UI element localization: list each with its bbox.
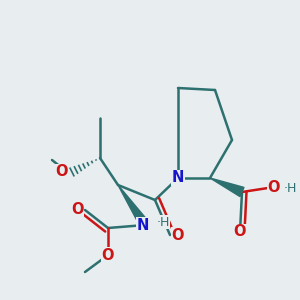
Text: N: N <box>172 170 184 185</box>
Text: N: N <box>137 218 149 232</box>
Text: O: O <box>268 181 280 196</box>
Text: O: O <box>102 248 114 262</box>
Polygon shape <box>210 178 244 196</box>
Polygon shape <box>118 185 149 228</box>
Text: ·H: ·H <box>283 182 297 194</box>
Text: O: O <box>172 227 184 242</box>
Text: ·H: ·H <box>156 215 170 229</box>
Text: O: O <box>56 164 68 179</box>
Text: O: O <box>234 224 246 239</box>
Text: O: O <box>71 202 83 217</box>
